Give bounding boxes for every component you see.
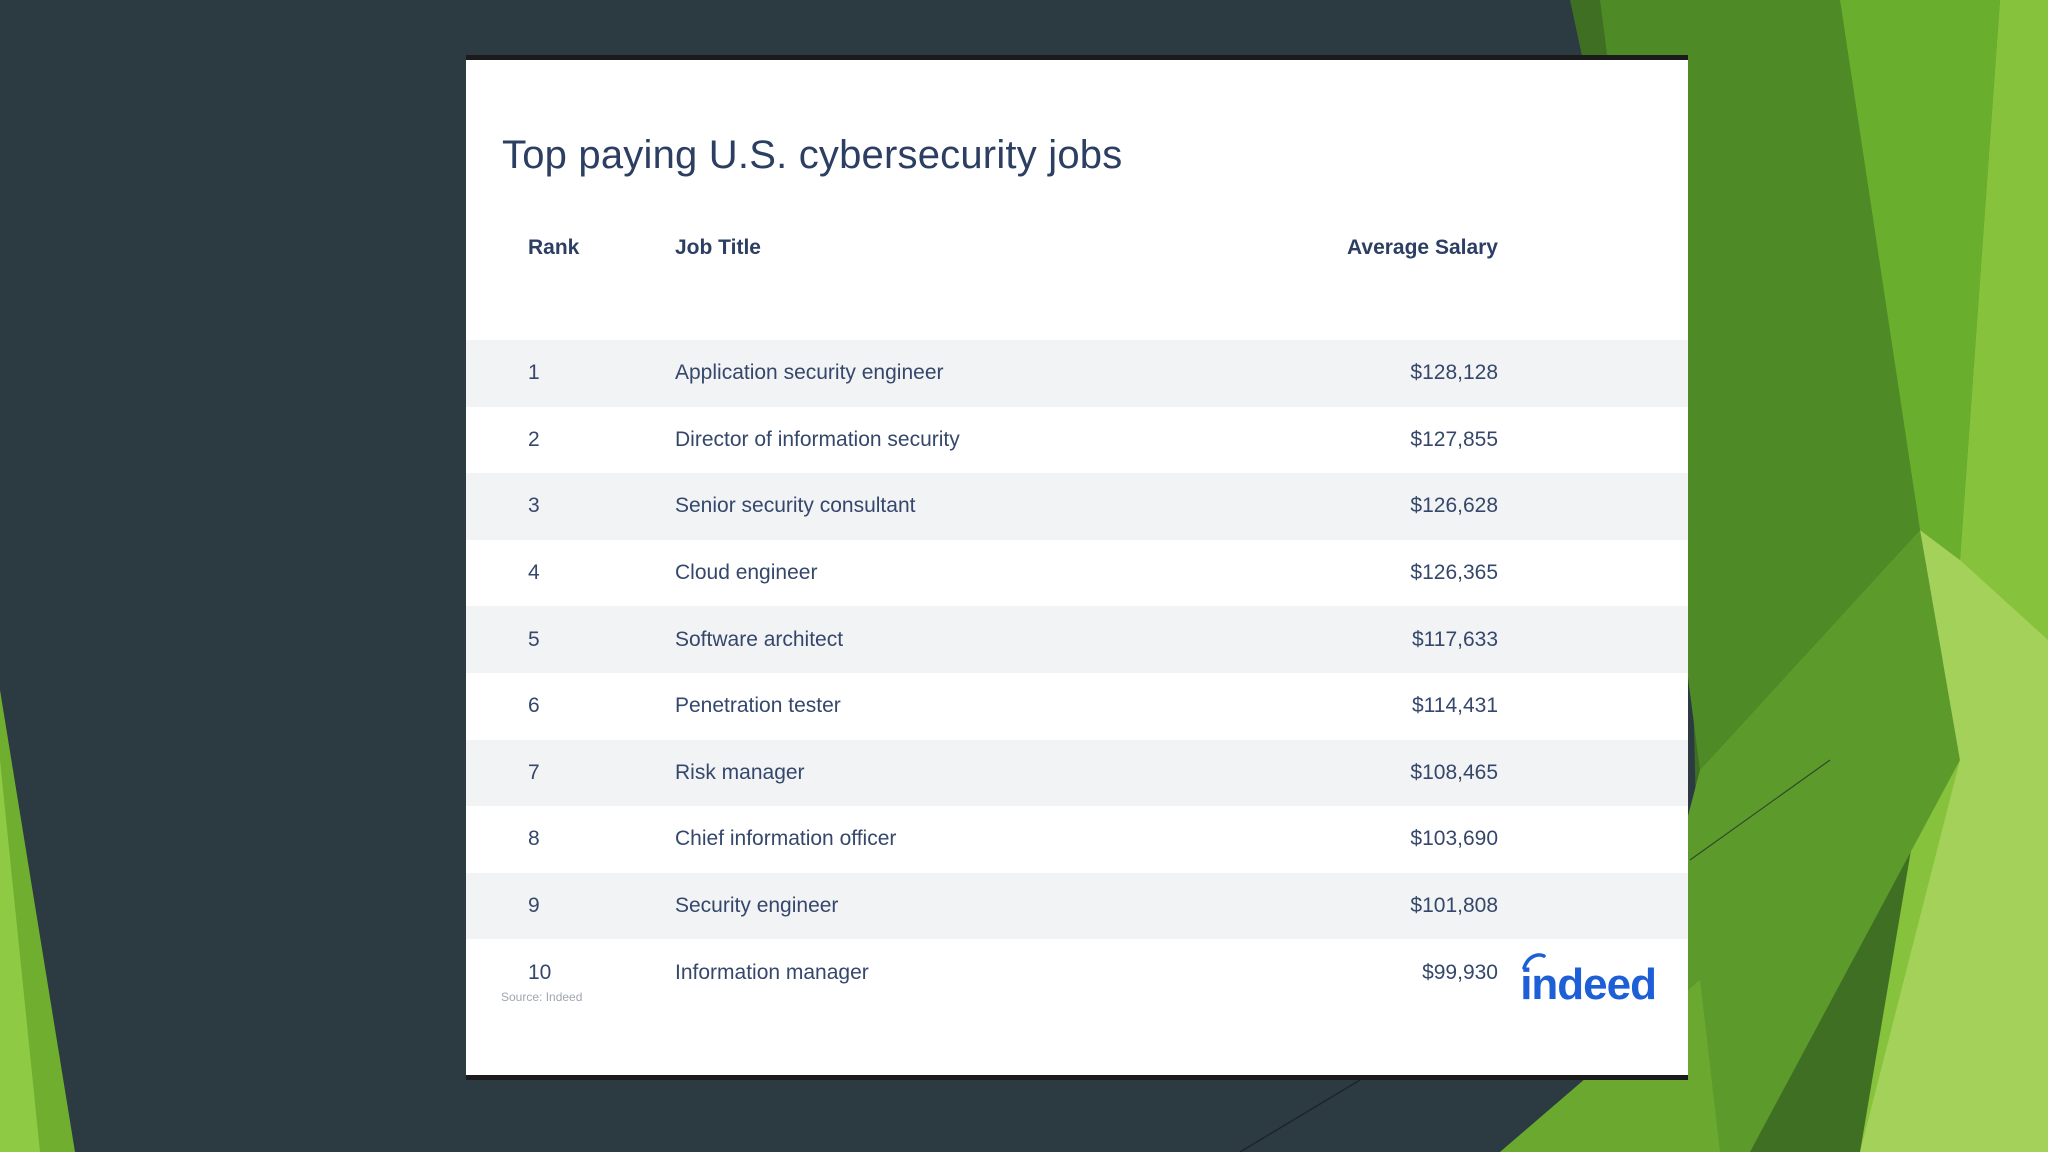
left-facet-light	[0, 760, 40, 1152]
table-row: 1 Application security engineer $128,128	[466, 340, 1688, 407]
table-row: 4 Cloud engineer $126,365	[466, 540, 1688, 607]
indeed-logo-arc-icon	[1522, 953, 1546, 970]
source-note: Source: Indeed	[501, 990, 583, 1004]
table-header: Rank Job Title Average Salary	[466, 218, 1688, 278]
row-rank: 1	[528, 361, 540, 385]
row-salary: $101,808	[1410, 894, 1498, 918]
row-salary: $99,930	[1422, 960, 1498, 984]
table-row: 2 Director of information security $127,…	[466, 407, 1688, 474]
table-row: 9 Security engineer $101,808	[466, 872, 1688, 940]
row-rank: 9	[528, 894, 540, 918]
row-salary: $126,628	[1410, 494, 1498, 518]
header-rank: Rank	[528, 236, 580, 259]
header-job-title: Job Title	[675, 236, 761, 259]
row-salary: $127,855	[1410, 427, 1498, 451]
table-row: 5 Software architect $117,633	[466, 606, 1688, 673]
indeed-logo-text: indeed	[1520, 960, 1657, 1009]
row-rank: 8	[528, 827, 540, 851]
table-body: 1 Application security engineer $128,128…	[466, 340, 1688, 1006]
table-row: 8 Chief information officer $103,690	[466, 806, 1688, 873]
indeed-logo: indeed	[1520, 953, 1657, 1010]
table-row: 3 Senior security consultant $126,628	[466, 473, 1688, 540]
row-job-title: Security engineer	[675, 894, 839, 918]
row-job-title: Risk manager	[675, 760, 805, 784]
header-average-salary: Average Salary	[1347, 236, 1498, 259]
row-job-title: Application security engineer	[675, 361, 944, 385]
row-job-title: Information manager	[675, 960, 869, 984]
row-rank: 7	[528, 760, 540, 784]
slide-title: Top paying U.S. cybersecurity jobs	[502, 133, 1123, 177]
row-job-title: Cloud engineer	[675, 561, 818, 585]
row-rank: 3	[528, 494, 540, 518]
row-rank: 4	[528, 561, 540, 585]
table-row: 7 Risk manager $108,465	[466, 739, 1688, 807]
row-salary: $126,365	[1410, 561, 1498, 585]
row-job-title: Chief information officer	[675, 827, 897, 851]
row-rank: 5	[528, 627, 540, 651]
right-facet-highlight	[1860, 530, 2048, 1152]
slide-card: Top paying U.S. cybersecurity jobs Rank …	[466, 55, 1688, 1080]
row-job-title: Software architect	[675, 627, 844, 651]
row-salary: $108,465	[1410, 760, 1498, 784]
decor-line-2	[1689, 759, 1831, 861]
right-facet-green	[1840, 0, 2000, 560]
row-rank: 2	[528, 427, 540, 451]
row-rank: 10	[528, 960, 552, 984]
row-salary: $117,633	[1411, 627, 1498, 651]
row-job-title: Senior security consultant	[675, 494, 916, 518]
row-salary: $128,128	[1410, 361, 1498, 385]
row-rank: 6	[528, 694, 540, 718]
table-row: 10 Information manager $99,930	[466, 939, 1688, 1006]
row-salary: $114,431	[1411, 694, 1498, 718]
row-job-title: Penetration tester	[675, 694, 841, 718]
row-salary: $103,690	[1410, 827, 1498, 851]
table-row: 6 Penetration tester $114,431	[466, 673, 1688, 740]
row-job-title: Director of information security	[675, 427, 960, 451]
decor-line-1	[1239, 1079, 1361, 1152]
